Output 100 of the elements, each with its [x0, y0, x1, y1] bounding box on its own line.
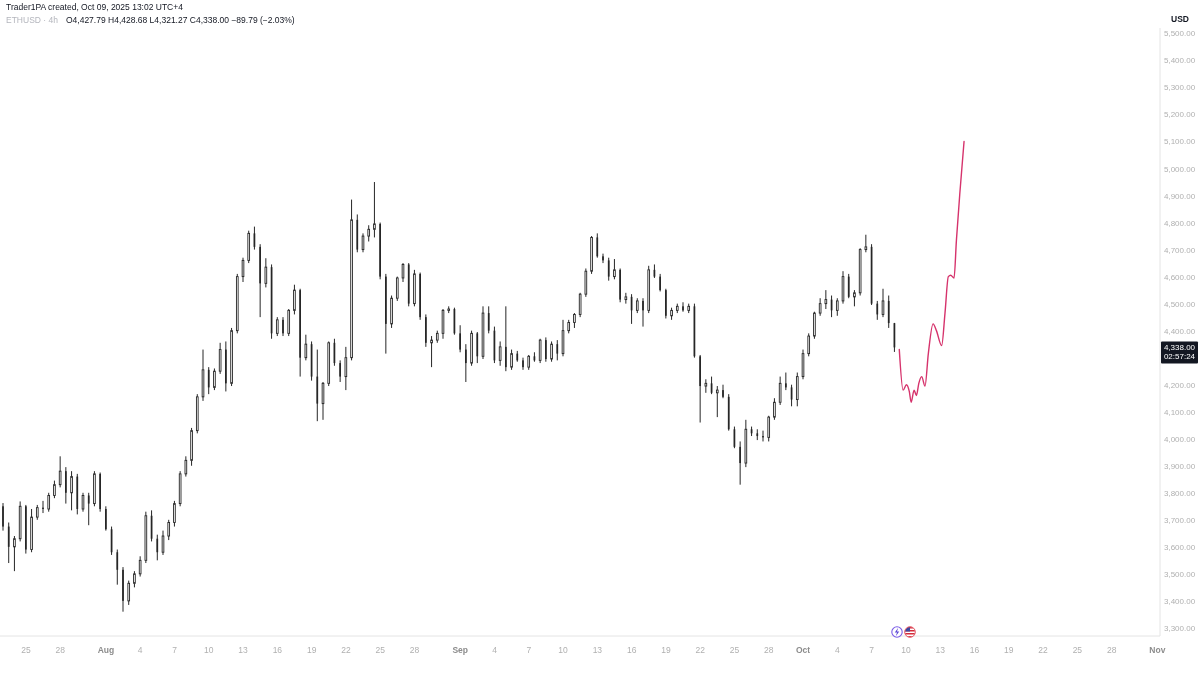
candlestick [430, 335, 433, 368]
candlestick [619, 268, 621, 303]
candlestick [795, 372, 799, 407]
x-tick-label: 28 [764, 645, 774, 655]
candlestick [116, 549, 119, 586]
candlestick [58, 455, 62, 488]
y-tick-label: 5,200.00 [1164, 110, 1196, 120]
y-tick-label: 5,000.00 [1164, 164, 1196, 174]
y-tick-label: 3,300.00 [1164, 623, 1196, 633]
candlestick [715, 385, 719, 418]
candlestick [184, 455, 188, 478]
candlestick [510, 349, 513, 371]
candlestick [459, 324, 461, 353]
candlestick [596, 232, 599, 259]
candlestick [682, 301, 684, 313]
candlestick [441, 308, 445, 340]
y-tick-label: 4,100.00 [1164, 407, 1196, 417]
candlestick [425, 313, 427, 348]
x-tick-label: 25 [21, 645, 31, 655]
candlestick [778, 376, 782, 406]
x-tick-label: 7 [172, 645, 178, 655]
x-tick-label: 22 [341, 645, 351, 655]
candlestick [87, 492, 90, 526]
x-tick-label: 4 [137, 645, 143, 655]
candlestick [99, 472, 101, 513]
candlestick [607, 257, 610, 282]
candlestick [699, 354, 701, 424]
x-tick-label: 13 [238, 645, 249, 655]
candlestick [624, 292, 628, 305]
candlestick [299, 288, 301, 378]
candlestick [487, 305, 490, 334]
candlestick [561, 319, 565, 357]
x-tick-label: 7 [869, 645, 875, 655]
y-tick-label: 4,200.00 [1164, 380, 1196, 390]
y-tick-label: 5,300.00 [1164, 83, 1196, 93]
x-tick-label: 28 [1106, 645, 1117, 655]
candlestick [293, 284, 296, 315]
candlestick [127, 580, 131, 606]
y-tick-label: 3,700.00 [1164, 515, 1196, 525]
candlestick [498, 340, 502, 367]
candlestick [156, 534, 159, 561]
candlestick [642, 297, 644, 328]
chart-subtitle: O4,427.79 H4,428.68 L4,321.27 C4,338.00 −89.79 (−2.03%) [65, 15, 295, 25]
x-tick-label: 4 [835, 645, 841, 655]
candlestick [704, 378, 708, 394]
candlestick [538, 338, 542, 364]
candlestick [739, 440, 741, 486]
candlestick [881, 288, 885, 318]
candlestick [419, 272, 421, 321]
candlestick [2, 502, 4, 532]
candlestick [813, 311, 816, 340]
candlestick [801, 349, 805, 380]
x-tick-label: Aug [97, 645, 115, 655]
candlestick [785, 372, 787, 391]
candlestick [167, 519, 171, 541]
x-tick-label: 16 [969, 645, 980, 655]
y-tick-label: 4,900.00 [1164, 191, 1196, 201]
candlestick [550, 340, 553, 363]
x-tick-label: 13 [592, 645, 603, 655]
candlestick [379, 222, 381, 280]
candlestick [161, 530, 165, 556]
candlestick [13, 535, 16, 572]
candlestick [807, 332, 811, 357]
candlestick [138, 555, 142, 578]
candlestick [767, 415, 771, 442]
candlestick [241, 257, 245, 283]
x-tick-label: 4 [492, 645, 498, 655]
candlestick [722, 384, 724, 399]
x-tick-label: 28 [55, 645, 66, 655]
y-axis-title: USD [1171, 14, 1189, 24]
x-tick-label: 16 [272, 645, 283, 655]
candlestick [282, 316, 284, 337]
y-tick-label: 4,600.00 [1164, 272, 1196, 282]
candlestick [321, 381, 325, 421]
candlestick [773, 397, 776, 421]
candlestick [659, 273, 661, 292]
text: Trader1PA created, Oct 09, 2025 13:02 UTC+4 [6, 2, 184, 12]
candlestick [401, 262, 405, 283]
candlestick [213, 367, 216, 391]
candlestick [602, 253, 604, 264]
y-tick-label: 4,500.00 [1164, 299, 1196, 309]
candlestick [476, 331, 479, 364]
candlestick [584, 268, 588, 298]
candlestick [847, 273, 850, 299]
x-tick-label: 10 [558, 645, 569, 655]
candlestick [876, 300, 879, 321]
candlestick [25, 504, 27, 555]
y-tick-label: 5,100.00 [1164, 137, 1196, 147]
x-tick-label: 19 [306, 645, 317, 655]
x-tick-label: 22 [1038, 645, 1049, 655]
y-tick-label: 4,800.00 [1164, 218, 1196, 228]
x-tick-label: 25 [375, 645, 386, 655]
candlestick [47, 492, 51, 513]
candlestick [505, 305, 507, 372]
candlestick [665, 288, 667, 319]
candlestick [173, 500, 176, 528]
candlestick [7, 522, 10, 564]
x-tick-label: 28 [409, 645, 420, 655]
y-tick-label: 4,700.00 [1164, 245, 1196, 255]
x-tick-label: 25 [729, 645, 740, 655]
